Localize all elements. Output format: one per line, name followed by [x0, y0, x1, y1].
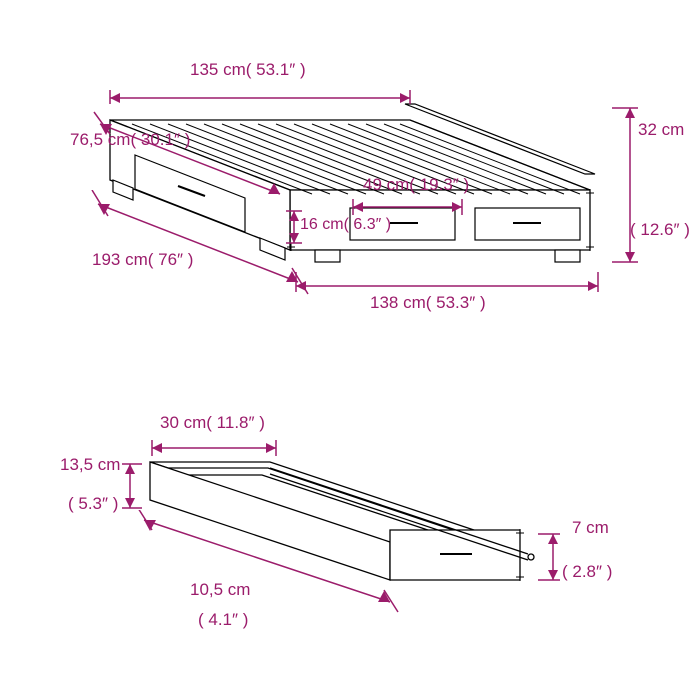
diagram-canvas: { "colors": { "dimension": "#9b1c6b", "l… — [0, 0, 700, 700]
dim-top-width — [100, 78, 420, 104]
label-dr-bottom-b: ( 4.1″ ) — [198, 610, 248, 630]
dim-dr-depth — [144, 430, 284, 456]
label-front-drawer: 49 cm( 19.3″ ) — [363, 175, 469, 195]
label-height-b: ( 12.6″ ) — [630, 220, 690, 240]
label-top-width: 135 cm( 53.1″ ) — [190, 60, 306, 80]
dim-dr-bottom — [130, 510, 410, 630]
label-dr-side-b: ( 5.3″ ) — [68, 494, 118, 514]
label-dr-side-a: 13,5 cm — [60, 455, 120, 475]
label-height-a: 32 cm — [638, 120, 684, 140]
label-dr-depth: 30 cm( 11.8″ ) — [160, 413, 265, 433]
label-side-depth: 76,5 cm( 30.1″ ) — [70, 130, 190, 150]
label-dr-front-h-b: ( 2.8″ ) — [562, 562, 612, 582]
label-front-length: 193 cm( 76″ ) — [92, 250, 193, 270]
label-dr-front-h-a: 7 cm — [572, 518, 609, 538]
label-dr-bottom-a: 10,5 cm — [190, 580, 250, 600]
label-overall-w: 138 cm( 53.3″ ) — [370, 293, 486, 313]
label-drawer-h: 16 cm( 6.3″ ) — [300, 216, 391, 234]
